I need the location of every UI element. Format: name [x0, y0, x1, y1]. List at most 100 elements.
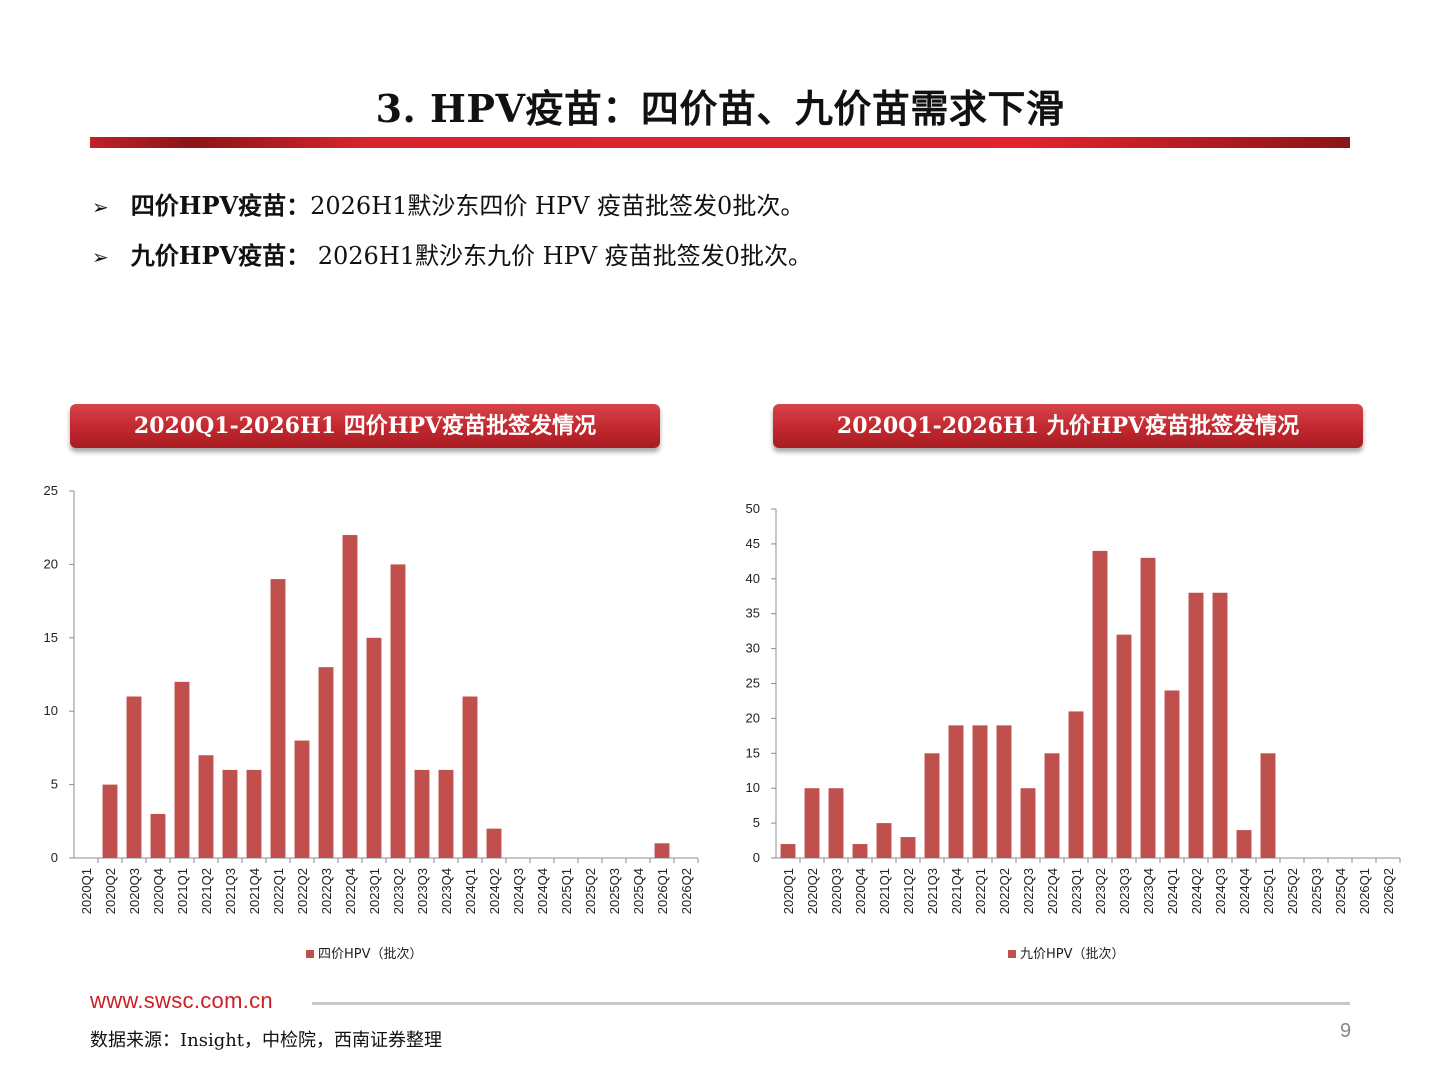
- bar: [246, 769, 262, 858]
- x-tick-label: 2025Q3: [1309, 868, 1324, 914]
- legend-swatch: [306, 950, 314, 958]
- bar: [198, 755, 214, 858]
- bar: [342, 535, 358, 858]
- bullet-label: 九价HPV疫苗：: [130, 241, 311, 270]
- footer-divider: [312, 1002, 1350, 1005]
- y-tick-label: 15: [44, 630, 58, 645]
- x-tick-label: 2022Q3: [1021, 868, 1036, 914]
- bar: [366, 637, 382, 858]
- bar: [900, 837, 916, 858]
- x-tick-label: 2025Q2: [1285, 868, 1300, 914]
- bar: [126, 696, 142, 858]
- x-tick-label: 2026Q2: [1381, 868, 1396, 914]
- y-tick-label: 25: [746, 676, 760, 691]
- x-tick-label: 2023Q2: [1093, 868, 1108, 914]
- bullet-text: 2026H1默沙东四价 HPV 疫苗批签发0批次。: [310, 192, 805, 220]
- bar: [150, 813, 166, 858]
- y-tick-label: 45: [746, 536, 760, 551]
- x-tick-label: 2023Q4: [1141, 868, 1156, 914]
- y-tick-label: 5: [753, 815, 760, 830]
- bar: [1044, 753, 1060, 858]
- x-tick-label: 2021Q4: [247, 868, 262, 914]
- y-tick-label: 20: [44, 556, 58, 571]
- bar: [828, 788, 844, 858]
- bullet-text: 2026H1默沙东九价 HPV 疫苗批签发0批次。: [310, 242, 812, 270]
- x-tick-label: 2020Q1: [781, 868, 796, 914]
- x-tick-label: 2022Q4: [343, 868, 358, 914]
- bar: [948, 725, 964, 858]
- bar: [1236, 830, 1252, 858]
- x-tick-label: 2022Q3: [319, 868, 334, 914]
- x-tick-label: 2026Q1: [655, 868, 670, 914]
- bar: [486, 828, 502, 858]
- bar: [654, 843, 670, 858]
- legend-label: 四价HPV（批次）: [318, 946, 423, 962]
- x-tick-label: 2024Q2: [487, 868, 502, 914]
- bullet-label: 四价HPV疫苗：: [130, 191, 311, 220]
- bar: [996, 725, 1012, 858]
- bar: [1092, 550, 1108, 858]
- legend-swatch: [1008, 950, 1016, 958]
- x-tick-label: 2023Q2: [391, 868, 406, 914]
- y-tick-label: 0: [51, 850, 58, 865]
- x-tick-label: 2025Q4: [631, 868, 646, 914]
- x-tick-label: 2021Q3: [223, 868, 238, 914]
- x-tick-label: 2020Q2: [103, 868, 118, 914]
- x-tick-label: 2024Q1: [1165, 868, 1180, 914]
- bar: [102, 784, 118, 858]
- x-tick-label: 2022Q1: [271, 868, 286, 914]
- x-tick-label: 2024Q2: [1189, 868, 1204, 914]
- x-tick-label: 2025Q3: [607, 868, 622, 914]
- x-tick-label: 2023Q3: [415, 868, 430, 914]
- x-tick-label: 2024Q1: [463, 868, 478, 914]
- x-tick-label: 2022Q2: [295, 868, 310, 914]
- x-tick-label: 2022Q2: [997, 868, 1012, 914]
- x-tick-label: 2020Q2: [805, 868, 820, 914]
- x-tick-label: 2020Q4: [853, 868, 868, 914]
- x-tick-label: 2022Q4: [1045, 868, 1060, 914]
- x-tick-label: 2023Q3: [1117, 868, 1132, 914]
- y-tick-label: 40: [746, 571, 760, 586]
- arrow-bullet-icon: ➢: [92, 195, 109, 219]
- x-tick-label: 2024Q3: [511, 868, 526, 914]
- chart-title-nonavalent: 2020Q1-2026H1 九价HPV疫苗批签发情况: [773, 404, 1363, 448]
- x-tick-label: 2023Q1: [367, 868, 382, 914]
- x-tick-label: 2021Q1: [175, 868, 190, 914]
- x-tick-label: 2025Q4: [1333, 868, 1348, 914]
- y-tick-label: 10: [44, 703, 58, 718]
- x-tick-label: 2025Q1: [559, 868, 574, 914]
- x-tick-label: 2021Q1: [877, 868, 892, 914]
- title-divider: [90, 137, 1350, 148]
- y-tick-label: 5: [51, 777, 58, 792]
- footer-url[interactable]: www.swsc.com.cn: [90, 988, 273, 1013]
- y-tick-label: 10: [746, 780, 760, 795]
- bar: [318, 667, 334, 858]
- y-tick-label: 35: [746, 606, 760, 621]
- bar: [294, 740, 310, 858]
- x-tick-label: 2025Q2: [583, 868, 598, 914]
- bar: [1020, 788, 1036, 858]
- bar: [462, 696, 478, 858]
- bullet-nonavalent: ➢ 九价HPV疫苗： 2026H1默沙东九价 HPV 疫苗批签发0批次。: [92, 236, 812, 271]
- bar: [1068, 711, 1084, 858]
- chart-title-quadrivalent: 2020Q1-2026H1 四价HPV疫苗批签发情况: [70, 404, 660, 448]
- y-tick-label: 20: [746, 710, 760, 725]
- x-tick-label: 2026Q2: [679, 868, 694, 914]
- y-tick-label: 0: [753, 850, 760, 865]
- bar: [1164, 690, 1180, 858]
- bar: [390, 564, 406, 858]
- x-tick-label: 2020Q3: [127, 868, 142, 914]
- bar: [222, 769, 238, 858]
- bar: [1116, 634, 1132, 858]
- bar: [852, 844, 868, 858]
- x-tick-label: 2024Q4: [535, 868, 550, 914]
- x-tick-label: 2024Q4: [1237, 868, 1252, 914]
- footer-source: 数据来源：Insight，中检院，西南证券整理: [90, 1030, 443, 1051]
- x-tick-label: 2020Q1: [79, 868, 94, 914]
- legend-label: 九价HPV（批次）: [1020, 946, 1125, 962]
- bar: [1140, 557, 1156, 858]
- bar: [924, 753, 940, 858]
- bar: [438, 769, 454, 858]
- x-tick-label: 2026Q1: [1357, 868, 1372, 914]
